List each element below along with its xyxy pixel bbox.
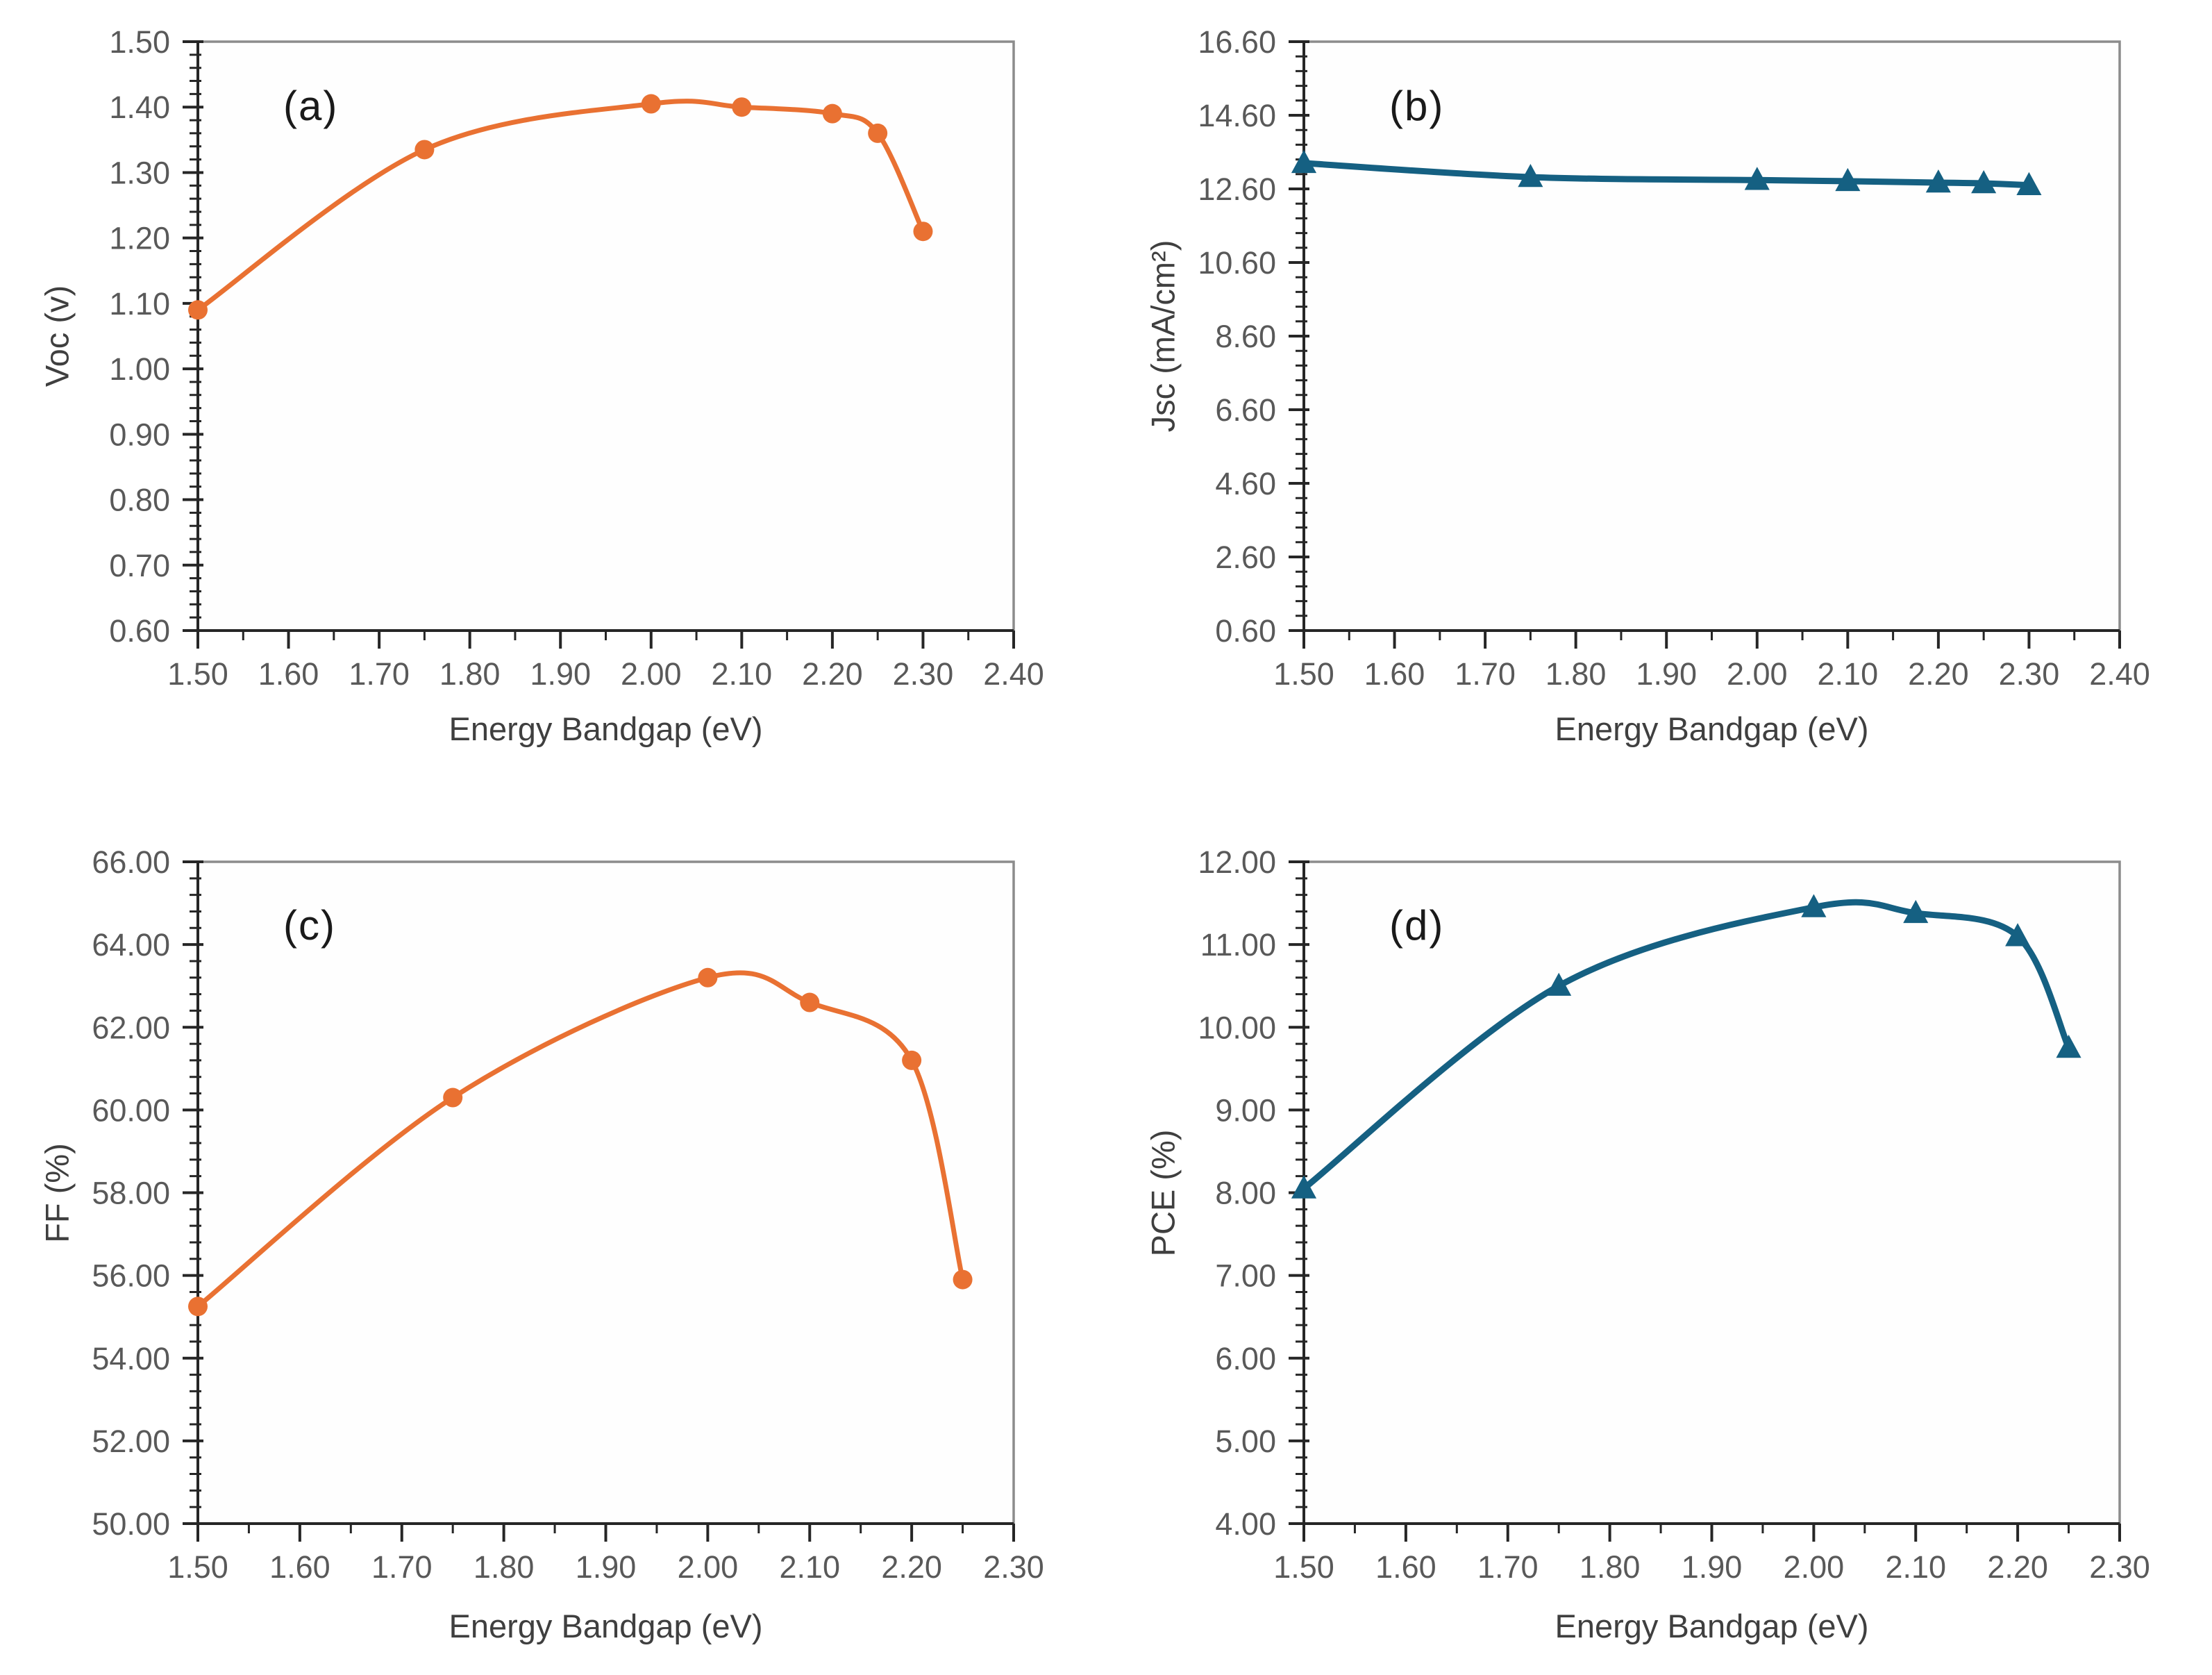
svg-text:1.70: 1.70 bbox=[1477, 1549, 1539, 1585]
svg-text:1.50: 1.50 bbox=[167, 656, 228, 692]
svg-text:10.00: 10.00 bbox=[1198, 1010, 1276, 1045]
svg-text:2.30: 2.30 bbox=[1999, 656, 2060, 692]
panel-d-x-axis-title: Energy Bandgap (eV) bbox=[1555, 1608, 1869, 1644]
svg-text:5.00: 5.00 bbox=[1215, 1424, 1276, 1459]
svg-text:0.70: 0.70 bbox=[109, 548, 170, 583]
svg-text:2.20: 2.20 bbox=[802, 656, 863, 692]
svg-text:2.20: 2.20 bbox=[881, 1549, 942, 1585]
svg-text:6.00: 6.00 bbox=[1215, 1341, 1276, 1376]
svg-text:64.00: 64.00 bbox=[92, 927, 170, 962]
svg-text:1.50: 1.50 bbox=[167, 1549, 228, 1585]
svg-text:2.10: 2.10 bbox=[1885, 1549, 1946, 1585]
svg-text:2.10: 2.10 bbox=[712, 656, 773, 692]
svg-text:60.00: 60.00 bbox=[92, 1092, 170, 1128]
panel-a-y-axis-title: Voc (v) bbox=[38, 285, 76, 388]
svg-text:1.50: 1.50 bbox=[1273, 656, 1334, 692]
svg-text:1.50: 1.50 bbox=[1273, 1549, 1334, 1585]
svg-text:1.90: 1.90 bbox=[1636, 656, 1697, 692]
chart-b-canvas: 1.50 1.60 1.70 1.80 1.90 2.00 2.10 2.20 2.30 2.40… bbox=[1198, 24, 2150, 692]
svg-text:6.60: 6.60 bbox=[1215, 392, 1276, 428]
svg-text:62.00: 62.00 bbox=[92, 1010, 170, 1045]
panel-b: 1.50 1.60 1.70 1.80 1.90 2.00 2.10 2.20 2.30 2.40… bbox=[1106, 0, 2212, 838]
panel-a-letter: (a) bbox=[283, 83, 339, 129]
svg-text:1.90: 1.90 bbox=[530, 656, 591, 692]
panel-c-x-axis-title: Energy Bandgap (eV) bbox=[449, 1608, 763, 1644]
svg-text:1.60: 1.60 bbox=[269, 1549, 330, 1585]
svg-text:1.80: 1.80 bbox=[1580, 1549, 1641, 1585]
svg-text:1.70: 1.70 bbox=[349, 656, 410, 692]
svg-text:1.60: 1.60 bbox=[1364, 656, 1425, 692]
svg-text:14.60: 14.60 bbox=[1198, 98, 1276, 133]
svg-text:2.40: 2.40 bbox=[983, 656, 1044, 692]
svg-text:50.00: 50.00 bbox=[92, 1506, 170, 1542]
svg-text:2.00: 2.00 bbox=[678, 1549, 739, 1585]
svg-text:2.00: 2.00 bbox=[1784, 1549, 1845, 1585]
svg-text:2.20: 2.20 bbox=[1908, 656, 1969, 692]
svg-text:52.00: 52.00 bbox=[92, 1424, 170, 1459]
svg-text:2.40: 2.40 bbox=[2089, 656, 2150, 692]
svg-text:0.90: 0.90 bbox=[109, 417, 170, 452]
panel-b-y-axis-title: Jsc (mA/cm²) bbox=[1144, 240, 1182, 433]
svg-text:1.90: 1.90 bbox=[1682, 1549, 1743, 1585]
svg-text:1.10: 1.10 bbox=[109, 286, 170, 322]
panel-a: 1.50 1.60 1.70 1.80 1.90 2.00 2.10 2.20 2.30 2.40… bbox=[0, 0, 1106, 838]
svg-text:1.30: 1.30 bbox=[109, 155, 170, 190]
svg-text:2.10: 2.10 bbox=[1818, 656, 1879, 692]
chart-a-canvas: 1.50 1.60 1.70 1.80 1.90 2.00 2.10 2.20 2.30 2.40… bbox=[109, 24, 1044, 692]
svg-text:1.90: 1.90 bbox=[576, 1549, 637, 1585]
svg-text:11.00: 11.00 bbox=[1200, 927, 1276, 962]
svg-text:8.00: 8.00 bbox=[1215, 1176, 1276, 1211]
svg-text:56.00: 56.00 bbox=[92, 1258, 170, 1294]
svg-text:4.60: 4.60 bbox=[1215, 466, 1276, 501]
svg-text:1.00: 1.00 bbox=[109, 351, 170, 387]
svg-text:0.60: 0.60 bbox=[109, 613, 170, 649]
panel-c-y-axis-title: FF (%) bbox=[38, 1143, 76, 1243]
svg-text:12.60: 12.60 bbox=[1198, 172, 1276, 207]
panel-d: 1.50 1.60 1.70 1.80 1.90 2.00 2.10 2.20 2.30 4.00… bbox=[1106, 838, 2212, 1675]
panel-a-x-axis-title: Energy Bandgap (eV) bbox=[449, 710, 763, 747]
svg-text:16.60: 16.60 bbox=[1198, 24, 1276, 60]
svg-text:1.40: 1.40 bbox=[109, 90, 170, 125]
svg-text:2.60: 2.60 bbox=[1215, 540, 1276, 575]
panel-d-y-axis-title: PCE (%) bbox=[1144, 1129, 1182, 1257]
panel-b-letter: (b) bbox=[1389, 83, 1445, 129]
svg-text:2.00: 2.00 bbox=[621, 656, 682, 692]
panel-b-x-axis-title: Energy Bandgap (eV) bbox=[1555, 710, 1869, 747]
svg-text:2.30: 2.30 bbox=[983, 1549, 1044, 1585]
svg-text:1.70: 1.70 bbox=[371, 1549, 433, 1585]
svg-text:4.00: 4.00 bbox=[1215, 1506, 1276, 1542]
panel-d-letter: (d) bbox=[1389, 902, 1445, 949]
svg-text:58.00: 58.00 bbox=[92, 1176, 170, 1211]
svg-text:2.20: 2.20 bbox=[1987, 1549, 2048, 1585]
svg-text:1.80: 1.80 bbox=[1545, 656, 1607, 692]
svg-text:2.30: 2.30 bbox=[893, 656, 954, 692]
svg-text:7.00: 7.00 bbox=[1215, 1258, 1276, 1294]
svg-text:9.00: 9.00 bbox=[1215, 1092, 1276, 1128]
svg-text:1.80: 1.80 bbox=[474, 1549, 535, 1585]
svg-text:8.60: 8.60 bbox=[1215, 319, 1276, 354]
svg-text:2.10: 2.10 bbox=[779, 1549, 840, 1585]
svg-text:2.30: 2.30 bbox=[2089, 1549, 2150, 1585]
svg-text:1.20: 1.20 bbox=[109, 221, 170, 256]
svg-text:1.60: 1.60 bbox=[258, 656, 319, 692]
panel-c-letter: (c) bbox=[283, 902, 336, 949]
svg-text:1.50: 1.50 bbox=[109, 24, 170, 60]
svg-text:12.00: 12.00 bbox=[1198, 844, 1276, 880]
panel-c: 1.50 1.60 1.70 1.80 1.90 2.00 2.10 2.20 2.30 50.0… bbox=[0, 838, 1106, 1675]
svg-text:2.00: 2.00 bbox=[1727, 656, 1788, 692]
svg-text:1.70: 1.70 bbox=[1455, 656, 1516, 692]
chart-c-canvas: 1.50 1.60 1.70 1.80 1.90 2.00 2.10 2.20 2.30 50.0… bbox=[92, 844, 1044, 1585]
svg-text:0.80: 0.80 bbox=[109, 483, 170, 518]
svg-text:1.80: 1.80 bbox=[439, 656, 501, 692]
svg-text:54.00: 54.00 bbox=[92, 1341, 170, 1376]
svg-text:0.60: 0.60 bbox=[1215, 613, 1276, 649]
svg-text:1.60: 1.60 bbox=[1375, 1549, 1436, 1585]
svg-text:66.00: 66.00 bbox=[92, 844, 170, 880]
svg-text:10.60: 10.60 bbox=[1198, 245, 1276, 281]
chart-d-canvas: 1.50 1.60 1.70 1.80 1.90 2.00 2.10 2.20 2.30 4.00… bbox=[1198, 844, 2150, 1585]
